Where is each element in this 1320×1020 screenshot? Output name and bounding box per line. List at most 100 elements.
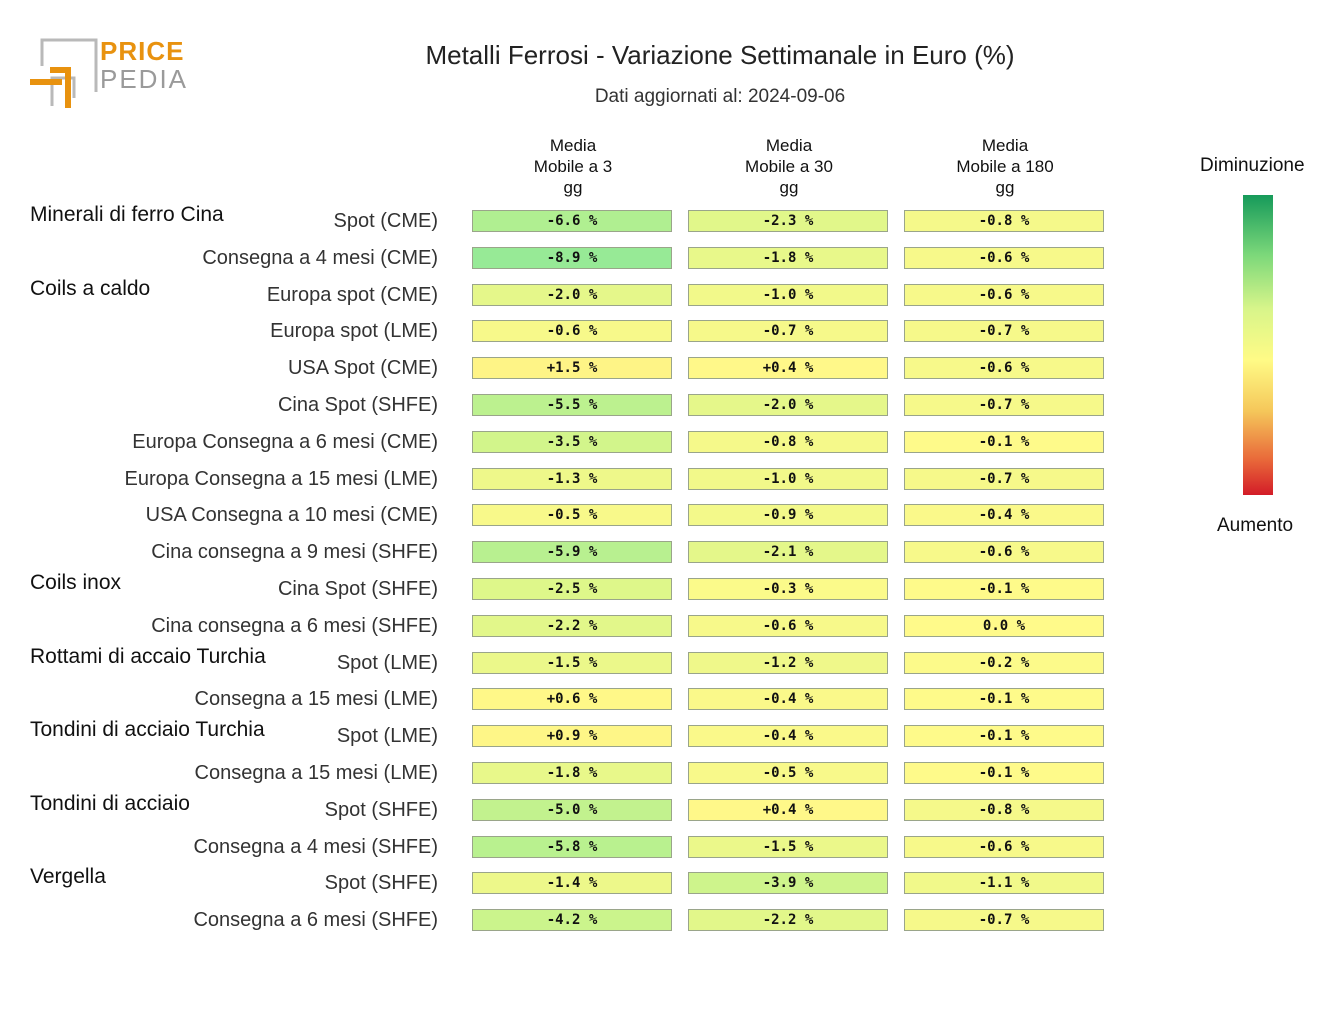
heatmap-cell: -0.2 % — [904, 651, 1104, 674]
heatmap-cell: -2.2 % — [472, 614, 672, 637]
row-label: Cina consegna a 6 mesi (SHFE) — [151, 614, 438, 637]
column-header-line: gg — [995, 178, 1015, 197]
heatmap-cell: +0.9 % — [472, 725, 672, 748]
heatmap-cell: -5.0 % — [472, 798, 672, 821]
column-header: Media Mobile a 3 gg — [472, 135, 674, 198]
heatmap-cell: -0.7 % — [904, 394, 1104, 416]
legend-increase-label: Aumento — [1217, 515, 1294, 536]
heatmap-cell: -0.7 % — [904, 909, 1104, 932]
row-label: Consegna a 4 mesi (SHFE) — [193, 835, 438, 858]
heatmap-cell: -2.3 % — [688, 210, 888, 232]
heatmap-cell: -0.9 % — [688, 504, 888, 527]
heatmap-cell: -2.1 % — [688, 541, 888, 564]
group-label: Coils inox — [30, 571, 122, 594]
heatmap-cell: -5.8 % — [472, 835, 672, 858]
heatmap-cell: -0.7 % — [904, 320, 1104, 343]
row-label: Consegna a 15 mesi (LME) — [194, 762, 438, 784]
heatmap-cell: -5.5 % — [472, 394, 672, 416]
heatmap-cell: -1.8 % — [472, 762, 672, 784]
group-label: Coils a caldo — [30, 276, 151, 300]
row-label: Spot (LME) — [336, 651, 438, 674]
group-label: Vergella — [30, 865, 106, 889]
legend-decrease-label: Diminuzione — [1200, 155, 1305, 176]
heatmap-cell: -1.3 % — [472, 467, 672, 490]
heatmap-cell: -0.8 % — [904, 210, 1104, 232]
group-label: Tondini di acciaio — [30, 791, 190, 815]
heatmap-cell: -1.1 % — [904, 872, 1104, 895]
heatmap-cell: -0.1 % — [904, 430, 1104, 453]
row-label: Spot (LME) — [336, 725, 438, 748]
heatmap-cell: -0.6 % — [688, 614, 888, 637]
heatmap-cell: -0.3 % — [688, 578, 888, 600]
heatmap-cell: -0.4 % — [688, 725, 888, 748]
heatmap-cell: -2.0 % — [472, 283, 672, 306]
heatmap-cell: -6.6 % — [472, 210, 672, 232]
heatmap-cell: -0.8 % — [904, 798, 1104, 821]
column-header-line: Media — [549, 136, 597, 155]
column-header: Media Mobile a 180 gg — [904, 135, 1106, 198]
heatmap-cell: -0.6 % — [472, 320, 672, 343]
chart-subtitle: Dati aggiornati al: 2024-09-06 — [594, 86, 846, 107]
row-label: USA Spot (CME) — [287, 357, 438, 380]
row-label: Consegna a 15 mesi (LME) — [194, 688, 438, 711]
heatmap-cell: -1.0 % — [688, 467, 888, 490]
row-label: Europa spot (LME) — [270, 320, 438, 343]
column-header-line: Mobile a 180 — [956, 157, 1054, 176]
column-header-line: Media — [981, 136, 1029, 155]
row-label: Cina Spot (SHFE) — [277, 578, 438, 600]
row-label: Spot (SHFE) — [324, 798, 438, 821]
heatmap-cell: -0.6 % — [904, 541, 1104, 564]
row-label: Consegna a 6 mesi (SHFE) — [193, 909, 438, 932]
heatmap-cell: -1.0 % — [688, 283, 888, 306]
logo-text-price: PRICE — [100, 36, 185, 66]
heatmap-cell: -0.1 % — [904, 725, 1104, 748]
group-label: Rottami di accaio Turchia — [30, 644, 266, 668]
heatmap-cell: -0.8 % — [688, 430, 888, 453]
heatmap-cell: -0.7 % — [688, 320, 888, 343]
heatmap-cell: -8.9 % — [472, 246, 672, 269]
column-header: Media Mobile a 30 gg — [688, 135, 890, 198]
column-header-line: gg — [779, 178, 799, 197]
row-label: Consegna a 4 mesi (CME) — [202, 246, 438, 269]
heatmap-cell: -4.2 % — [472, 909, 672, 932]
logo-mark-icon — [30, 38, 98, 108]
heatmap-cell: -1.2 % — [688, 651, 888, 674]
heatmap-cell: +0.4 % — [688, 798, 888, 821]
heatmap-cell: -0.5 % — [688, 762, 888, 784]
heatmap-cell: -0.1 % — [904, 578, 1104, 600]
heatmap-cell: 0.0 % — [904, 614, 1104, 637]
heatmap-cell: +0.6 % — [472, 688, 672, 711]
legend-colorbar — [1243, 195, 1273, 495]
row-label: Europa spot (CME) — [266, 283, 438, 306]
heatmap-cell: -2.5 % — [472, 578, 672, 600]
row-label: Cina consegna a 9 mesi (SHFE) — [151, 541, 438, 564]
heatmap-cell: -5.9 % — [472, 541, 672, 564]
row-label: Cina Spot (SHFE) — [277, 394, 438, 416]
heatmap-cell: +0.4 % — [688, 357, 888, 380]
heatmap-cell: -0.6 % — [904, 357, 1104, 380]
heatmap-cell: -3.5 % — [472, 430, 672, 453]
group-label: Tondini di acciaio Turchia — [30, 718, 265, 742]
row-label: Europa Consegna a 15 mesi (LME) — [124, 467, 439, 490]
group-label: Minerali di ferro Cina — [30, 203, 224, 226]
heatmap-cell: -0.4 % — [688, 688, 888, 711]
heatmap-cell: +1.5 % — [472, 357, 672, 380]
column-header-line: gg — [563, 178, 583, 197]
column-header-line: Mobile a 30 — [745, 157, 833, 176]
chart-title: Metalli Ferrosi - Variazione Settimanale… — [425, 40, 1015, 70]
row-label: Spot (CME) — [333, 210, 438, 232]
heatmap-cell: -1.5 % — [472, 651, 672, 674]
column-header-line: Media — [765, 136, 813, 155]
heatmap-cell: -0.4 % — [904, 504, 1104, 527]
heatmap-cell: -2.2 % — [688, 909, 888, 932]
heatmap-cell: -1.4 % — [472, 872, 672, 895]
heatmap-cell: -0.6 % — [904, 835, 1104, 858]
heatmap-cell: -2.0 % — [688, 394, 888, 416]
heatmap-cell: -0.6 % — [904, 283, 1104, 306]
column-header-line: Mobile a 3 — [533, 157, 613, 176]
pricepedia-logo: PRICE PEDIA — [28, 36, 198, 111]
heatmap-cell: -1.8 % — [688, 246, 888, 269]
heatmap-cell: -0.5 % — [472, 504, 672, 527]
row-label: Spot (SHFE) — [324, 872, 438, 895]
heatmap-cell: -0.1 % — [904, 762, 1104, 784]
